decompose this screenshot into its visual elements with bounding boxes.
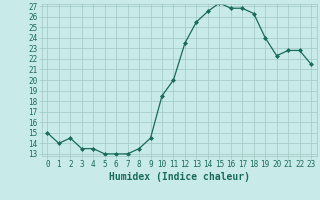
X-axis label: Humidex (Indice chaleur): Humidex (Indice chaleur)	[109, 172, 250, 182]
